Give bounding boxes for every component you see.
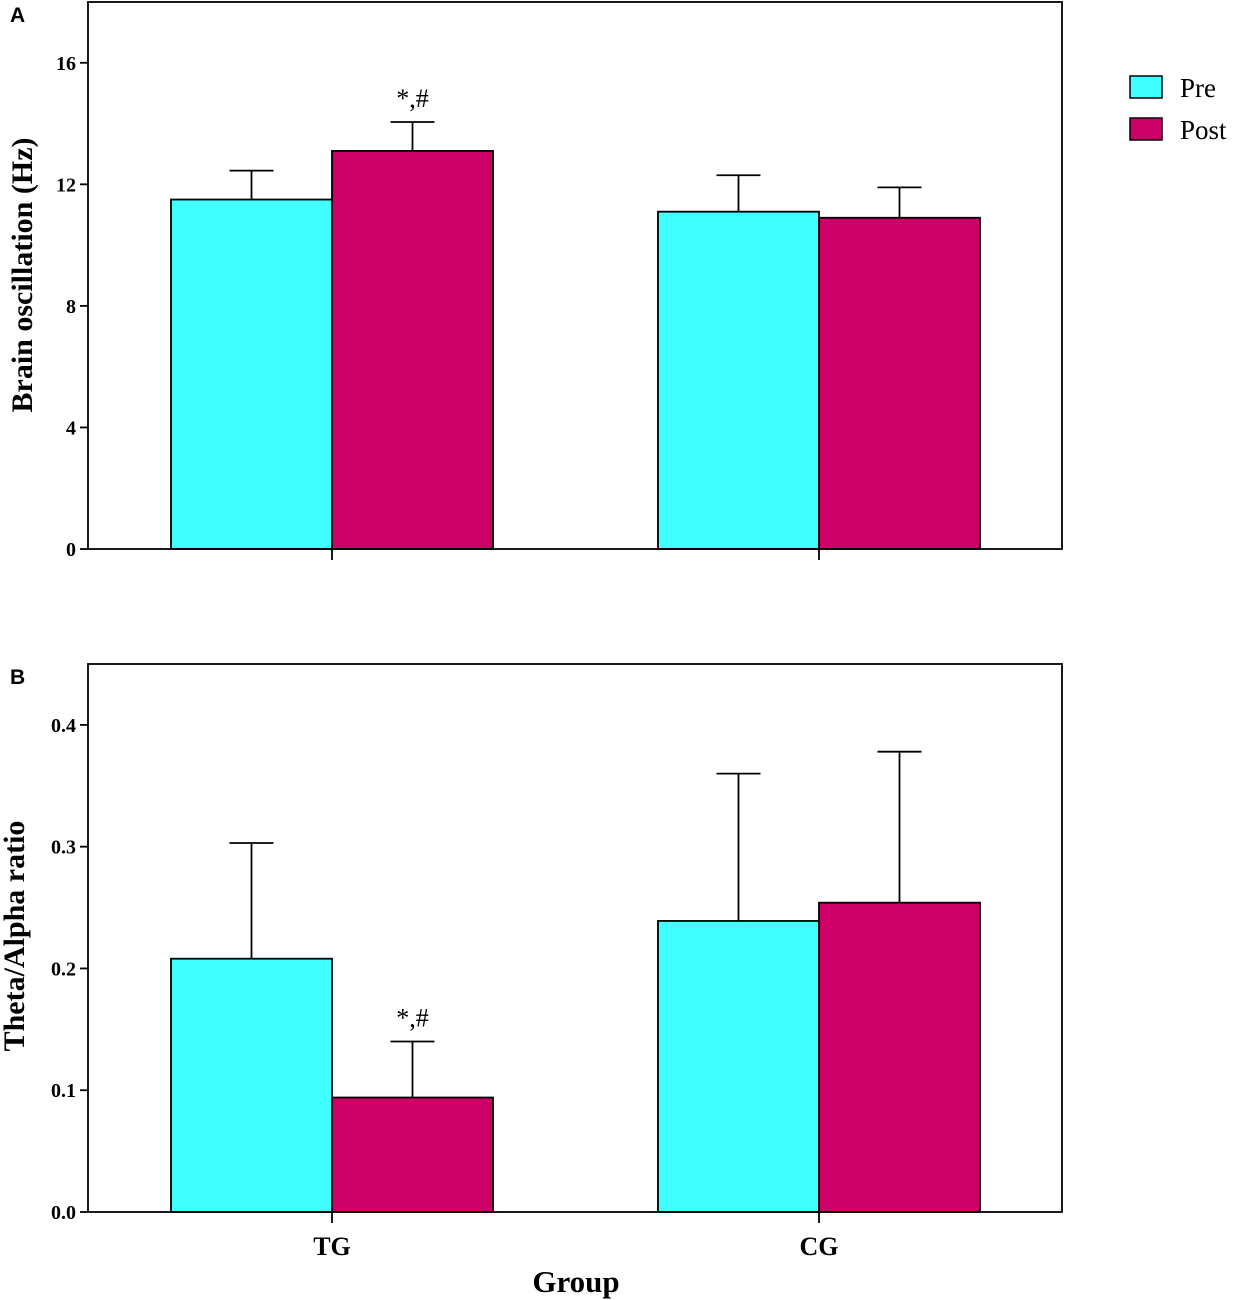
bar-tg-pre xyxy=(170,957,333,1213)
y-tick-label: 0.3 xyxy=(51,837,76,859)
bar-tg-pre xyxy=(170,198,333,550)
legend-swatch-pre xyxy=(1129,75,1163,99)
y-axis-label: Theta/Alpha ratio xyxy=(0,821,31,1052)
panel-label: B xyxy=(10,666,25,689)
legend-swatch-post xyxy=(1129,117,1163,141)
legend-label-pre: Pre xyxy=(1180,73,1216,103)
chart-panel-a: A 0 4 8 12 16 Brain oscillation (Hz) *,# xyxy=(6,1,1063,561)
legend-label-post: Post xyxy=(1180,115,1227,145)
significance-annotation: *,# xyxy=(396,1004,429,1033)
chart-panel-b: B 0.0 0.1 0.2 0.3 0.4 Theta/Alpha ratio *,# TG CG… xyxy=(0,663,1063,1299)
y-axis-label: Brain oscillation (Hz) xyxy=(6,138,39,413)
bar-tg-post xyxy=(331,150,494,550)
bar-cg-post xyxy=(818,901,981,1213)
y-tick-label: 0.2 xyxy=(51,958,76,980)
significance-annotation: *,# xyxy=(396,84,429,113)
x-category-label: CG xyxy=(800,1232,839,1261)
y-tick-label: 4 xyxy=(66,417,76,439)
x-category-label: TG xyxy=(313,1232,351,1261)
y-tick-label: 12 xyxy=(56,174,76,196)
y-tick-label: 0.0 xyxy=(51,1202,76,1224)
bar-tg-post xyxy=(331,1096,494,1213)
plot-frame xyxy=(87,1,1063,550)
y-tick-label: 8 xyxy=(66,296,76,318)
y-tick-label: 0.1 xyxy=(51,1080,76,1102)
bar-cg-post xyxy=(818,216,981,550)
y-tick-label: 0.4 xyxy=(51,715,76,737)
panel-label: A xyxy=(10,4,25,27)
plot-frame xyxy=(87,663,1063,1213)
bar-cg-pre xyxy=(657,210,820,550)
legend: Pre Post xyxy=(1129,73,1227,145)
y-tick-label: 16 xyxy=(56,53,76,75)
bar-cg-pre xyxy=(657,920,820,1213)
x-axis-label: Group xyxy=(532,1264,619,1299)
y-tick-label: 0 xyxy=(66,539,76,561)
